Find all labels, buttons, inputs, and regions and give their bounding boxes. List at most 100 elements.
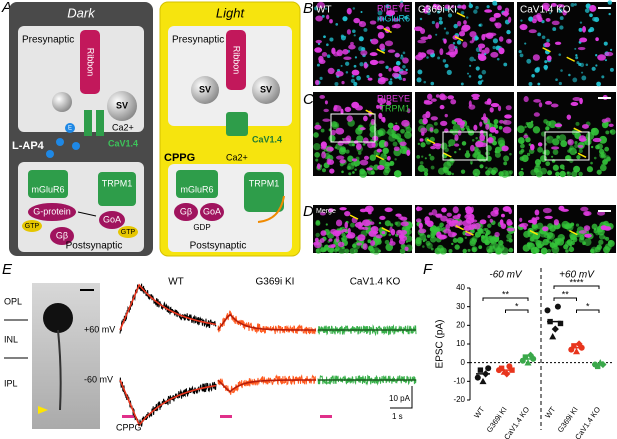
signal [473,59,476,62]
ribeye [346,233,353,239]
label: CaV1.4 [252,134,282,144]
signal [569,158,574,164]
signal [498,139,506,147]
ribeye [358,221,362,227]
ribeye [508,16,512,23]
signal [565,249,569,253]
ribeye [378,112,383,120]
ribeye [592,137,602,143]
zoom-box [544,131,590,161]
ribeye [328,238,333,242]
signal [503,62,508,67]
signal [591,66,596,71]
signal [600,153,605,158]
signal [492,45,496,50]
sig-label: ** [502,289,510,299]
signal [374,129,383,138]
signal [500,170,509,178]
gprotein [28,203,76,221]
ribeye [399,2,404,8]
signal [590,161,593,165]
signal [486,5,490,9]
ribeye [384,207,393,213]
signal [559,164,565,170]
signal [517,137,525,144]
point [485,365,492,372]
ribeye [416,206,420,212]
signal [462,248,467,254]
ribeye [314,124,322,130]
ribeye [341,228,348,233]
stimulus-label: CPPG [116,422,142,432]
ribeye [448,43,456,51]
signal [494,235,500,241]
signal [430,165,435,170]
cell-body [43,303,73,333]
panel-label: B [303,0,313,17]
ribeye [330,129,336,136]
signal [469,239,476,247]
signal [578,27,583,32]
panel-label: C [303,91,314,108]
ribeye [324,100,328,105]
signal [334,123,338,128]
channel [84,110,92,136]
signal [569,145,574,150]
ribeye [495,22,502,29]
signal [467,248,471,252]
signal [493,119,499,125]
ribeye [489,107,494,113]
ribeye [435,213,443,218]
signal [598,148,605,155]
ribeye [369,59,379,66]
signal [575,223,580,227]
ribeye [473,222,481,230]
signal [372,247,380,255]
image-bg [517,92,616,176]
arrow [569,229,578,236]
signal [353,64,357,68]
signal [404,131,412,139]
y-tick-label: 0 [461,358,466,367]
arrow [349,214,359,220]
ribeye [484,9,493,13]
ribeye [323,108,329,113]
signal [579,62,585,68]
stimulus-bar [320,415,332,418]
ribeye [388,67,392,72]
ribeye [506,227,515,232]
genotype-label: WT [168,277,184,288]
ribeye [399,70,408,75]
signal [401,228,404,231]
signal [399,248,406,254]
signal [354,164,358,167]
ribeye [542,4,549,10]
signal [378,141,386,149]
signal [358,46,364,52]
signal [424,238,427,242]
signal [518,150,523,155]
ribeye [355,143,362,150]
arrow [381,227,391,233]
signal [547,223,554,230]
ribeye [351,101,360,109]
label: SV [116,100,128,110]
ribeye [425,111,431,119]
signal [560,140,568,148]
voltage-label: -60 mV [84,374,113,384]
signal [596,169,602,175]
ribeye [418,228,427,234]
signal [359,62,364,67]
signal [415,239,422,247]
arrow [573,127,583,133]
signal [447,171,452,176]
ribeye [379,103,384,110]
ribeye [489,218,493,223]
ribeye [428,212,433,216]
ribeye [327,67,335,75]
signal [607,240,615,247]
signal [362,142,366,146]
signal [315,248,320,252]
ribeye [319,94,326,99]
x-tick-label: WT [543,405,557,420]
